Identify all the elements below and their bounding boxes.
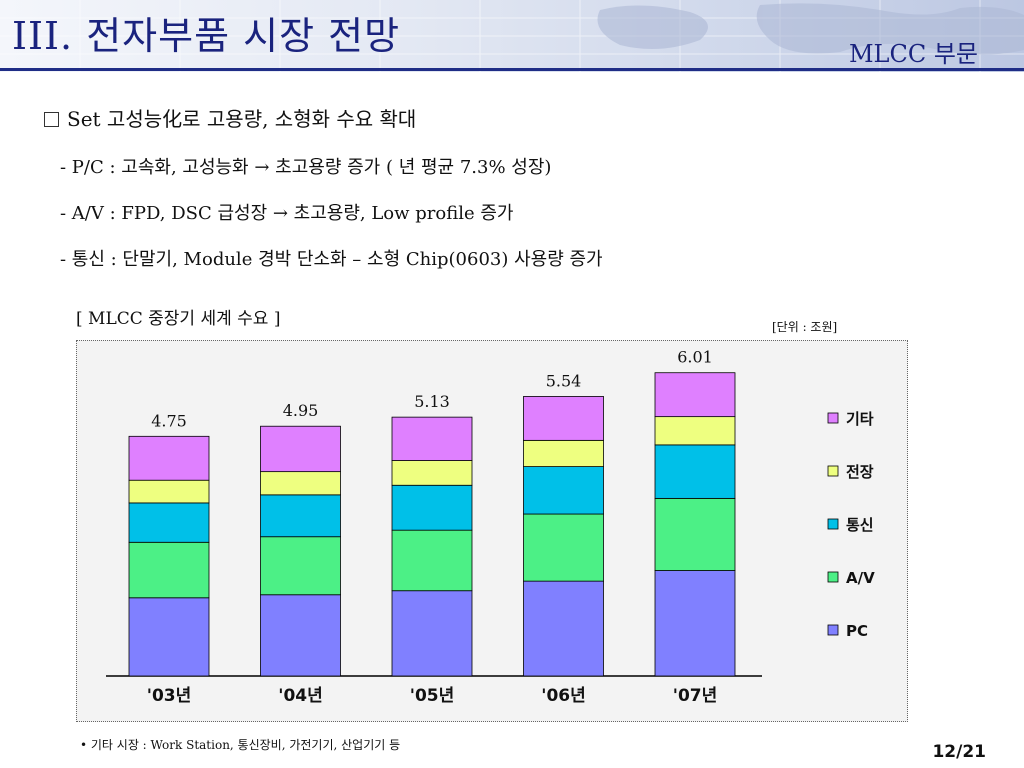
bar-segment-기타-2: [391, 416, 473, 461]
x-tick-label-3: '06년: [541, 686, 586, 706]
x-tick-label-0: '03년: [147, 686, 192, 706]
bar-segment-통신-1: [260, 494, 341, 538]
bar-segment-A/V-4: [654, 497, 736, 571]
slide-header: III. 전자부품 시장 전망 MLCC 부문: [0, 0, 1024, 72]
bar-segment-전장-2: [391, 460, 473, 486]
bar-segment-전장-3: [523, 439, 604, 467]
bar-segment-전장-0: [128, 479, 210, 504]
section-label: MLCC 부문: [848, 40, 978, 68]
bar-segment-통신-2: [391, 484, 473, 531]
legend-label-기타: 기타: [846, 410, 874, 428]
world-map-background: [0, 0, 1024, 72]
footnote: • 기타 시장 : Work Station, 통신장비, 가전기기, 산업기기…: [80, 738, 401, 752]
bar-segment-통신-3: [523, 466, 604, 515]
bar-segment-A/V-3: [523, 513, 604, 582]
bar-segment-통신-4: [654, 444, 736, 499]
x-tick-label-2: '05년: [410, 686, 455, 706]
bullet-av: - A/V : FPD, DSC 급성장 → 초고용량, Low profile…: [60, 203, 514, 224]
legend-label-PC: PC: [846, 622, 868, 640]
bar-segment-PC-4: [654, 570, 736, 677]
bar-segment-A/V-1: [260, 536, 341, 596]
bar-segment-PC-1: [260, 594, 341, 677]
bar-segment-기타-1: [260, 425, 341, 473]
legend-swatch-A/V: [827, 571, 839, 583]
data-label-total-3: 5.54: [546, 371, 582, 390]
page-title: III. 전자부품 시장 전망: [12, 14, 401, 58]
bar-segment-전장-4: [654, 416, 736, 446]
unit-label: [단위 : 조원]: [772, 320, 838, 334]
header-divider: [0, 68, 1024, 71]
legend-label-전장: 전장: [846, 463, 874, 481]
bar-segment-전장-1: [260, 471, 341, 496]
bar-segment-통신-0: [128, 502, 210, 543]
data-label-total-2: 5.13: [414, 392, 450, 411]
legend-swatch-전장: [827, 465, 839, 477]
checkbox-icon: [44, 112, 59, 127]
bar-segment-A/V-2: [391, 529, 473, 592]
data-label-total-1: 4.95: [283, 401, 319, 420]
x-tick-label-4: '07년: [673, 686, 718, 706]
legend-swatch-통신: [827, 518, 839, 530]
bullet-pc: - P/C : 고속화, 고성능화 → 초고용량 증가 ( 년 평균 7.3% …: [60, 157, 552, 178]
section-heading-text: Set 고성능化로 고용량, 소형화 수요 확대: [67, 107, 417, 131]
bullet-telecom: - 통신 : 단말기, Module 경박 단소화 – 소형 Chip(0603…: [60, 249, 603, 270]
bar-segment-A/V-0: [128, 541, 210, 599]
bar-segment-PC-2: [391, 590, 473, 677]
data-label-total-4: 6.01: [677, 348, 713, 367]
page-number: 12/21: [932, 742, 986, 762]
bar-segment-기타-4: [654, 372, 736, 418]
legend-swatch-PC: [827, 624, 839, 636]
stacked-bar-chart: 4.75 '03년 4.95 '04년 5.13 '05년 5.54 '06년 6.01 '07년…: [106, 348, 875, 706]
section-heading: Set 고성능化로 고용량, 소형화 수요 확대: [44, 103, 416, 132]
x-tick-label-1: '04년: [278, 686, 323, 706]
data-label-total-0: 4.75: [151, 411, 187, 430]
legend-label-A/V: A/V: [846, 569, 875, 587]
bar-segment-PC-3: [523, 580, 604, 677]
legend-label-통신: 통신: [846, 516, 874, 534]
bar-segment-PC-0: [128, 597, 210, 677]
bar-segment-기타-0: [128, 435, 210, 481]
legend-swatch-기타: [827, 412, 839, 424]
chart-title: [ MLCC 중장기 세계 수요 ]: [76, 309, 281, 329]
bar-segment-기타-3: [523, 396, 604, 441]
chart-frame: [76, 340, 908, 722]
